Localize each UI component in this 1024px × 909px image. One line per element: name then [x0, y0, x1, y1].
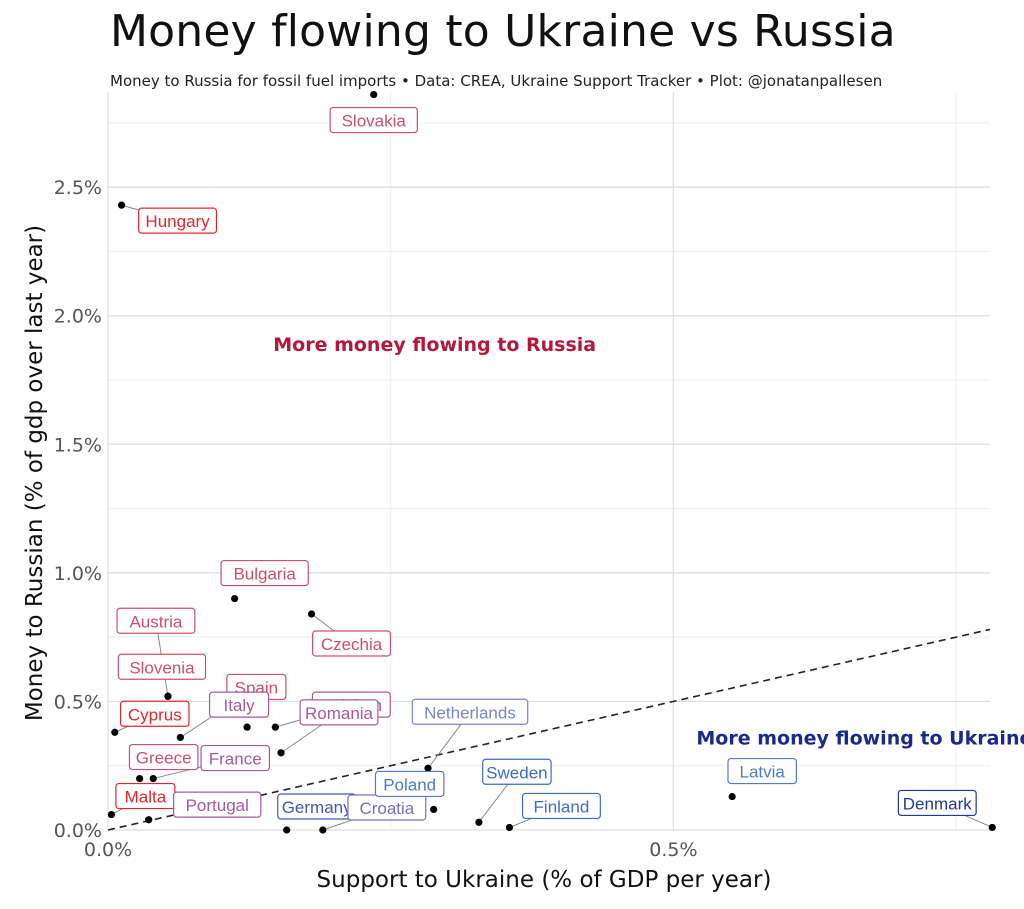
point-label-cyprus: Cyprus [119, 700, 190, 727]
point-label-text: Malta [125, 788, 167, 807]
y-tick-label: 2.0% [54, 306, 102, 328]
data-point-malta [107, 810, 115, 819]
point-label-slovakia: Slovakia [329, 106, 418, 134]
grid-lines [107, 92, 990, 831]
data-point-denmark [988, 823, 996, 832]
point-label-hungary: Hungary [138, 207, 218, 234]
point-label-text: Netherlands [424, 703, 516, 722]
data-point-poland [430, 805, 438, 814]
point-label-text: Austria [129, 612, 182, 631]
point-label-text: Sweden [486, 763, 547, 782]
point-label-germany: Germany [277, 793, 357, 820]
point-label-text: Slovakia [342, 112, 407, 131]
x-axis-title: Support to Ukraine (% of GDP per year) [317, 867, 772, 893]
region-annotations: More money flowing to Russia More money f… [273, 334, 1024, 749]
point-label-denmark: Denmark [897, 789, 977, 817]
y-tick-label: 0.5% [54, 691, 102, 713]
chart-title: Money flowing to Ukraine vs Russia [110, 6, 896, 57]
point-label-malta: Malta [115, 782, 176, 810]
data-point-romania [277, 749, 285, 757]
point-label-text: Croatia [359, 799, 414, 818]
data-point-germany [283, 826, 291, 834]
point-label-text: Cyprus [128, 705, 182, 724]
data-point-slovakia [370, 90, 378, 99]
data-point-latvia [728, 792, 736, 801]
point-label-text: Latvia [739, 763, 785, 782]
point-label-text: Romania [305, 704, 374, 723]
data-point-bulgaria [231, 594, 239, 603]
data-point-spain [176, 733, 184, 742]
point-label-italy: Italy [208, 691, 270, 718]
data-points [107, 90, 996, 834]
point-label-text: Finland [534, 797, 590, 816]
point-label-romania: Romania [299, 699, 379, 726]
point-label-text: France [209, 750, 262, 769]
data-point-sweden [475, 818, 483, 826]
data-point-cyprus [111, 728, 119, 736]
point-label-text: Italy [223, 696, 255, 715]
point-label-portugal: Portugal [173, 791, 262, 818]
point-label-text: Germany [282, 798, 352, 817]
y-tick-label: 1.0% [54, 563, 102, 585]
point-label-finland: Finland [521, 792, 601, 820]
point-label-france: France [200, 744, 271, 772]
data-point [145, 816, 153, 824]
axis-ticks: 0.0% 0.5% 1.0% 1.5% 2.0% 2.5% 0.0% 0.5% [54, 177, 698, 861]
data-point-czechia [307, 610, 316, 618]
data-point-italy [243, 723, 251, 731]
point-label-text: Bulgaria [233, 565, 296, 584]
point-label-latvia: Latvia [727, 757, 797, 785]
region-annotation: More money flowing to Russia [273, 334, 596, 356]
x-tick-label: 0.0% [84, 839, 132, 861]
y-tick-label: 0.0% [54, 820, 102, 842]
point-label-poland: Poland [374, 770, 445, 798]
point-label-text: Denmark [903, 794, 972, 813]
point-label-sweden: Sweden [482, 758, 552, 785]
chart-subtitle: Money to Russia for fossil fuel imports … [110, 72, 883, 90]
point-label-croatia: Croatia [347, 794, 427, 821]
point-label-text: Portugal [186, 796, 249, 815]
x-tick-label: 0.5% [649, 839, 697, 861]
point-label-greece: Greece [128, 743, 199, 771]
data-point-slovenia [164, 692, 172, 700]
point-labels: Slovakia Hungary Bulgaria Czechia Austria Slo… [115, 106, 977, 821]
point-label-text: Greece [136, 749, 192, 768]
y-tick-label: 1.5% [54, 434, 102, 456]
point-label-text: Poland [383, 775, 436, 794]
region-annotation: More money flowing to Ukraine [696, 727, 1024, 749]
point-label-bulgaria: Bulgaria [220, 559, 309, 587]
y-axis-title: Money to Russian (% of gdp over last yea… [22, 225, 48, 721]
point-label-austria: Austria [116, 607, 196, 634]
data-point-greece [136, 774, 144, 783]
data-point-netherlands [424, 764, 432, 772]
data-point-france [149, 774, 157, 783]
point-label-text: Hungary [145, 212, 210, 231]
point-label-text: Slovenia [129, 658, 195, 677]
data-point-croatia [319, 826, 327, 834]
point-label-netherlands: Netherlands [411, 698, 529, 725]
point-label-slovenia: Slovenia [117, 653, 207, 680]
point-label-czechia: Czechia [312, 630, 392, 657]
point-label-text: Czechia [321, 635, 383, 654]
data-point-finland [505, 823, 514, 832]
data-point-hungary [117, 201, 126, 209]
data-point-belgium [271, 723, 279, 731]
y-tick-label: 2.5% [54, 177, 102, 199]
